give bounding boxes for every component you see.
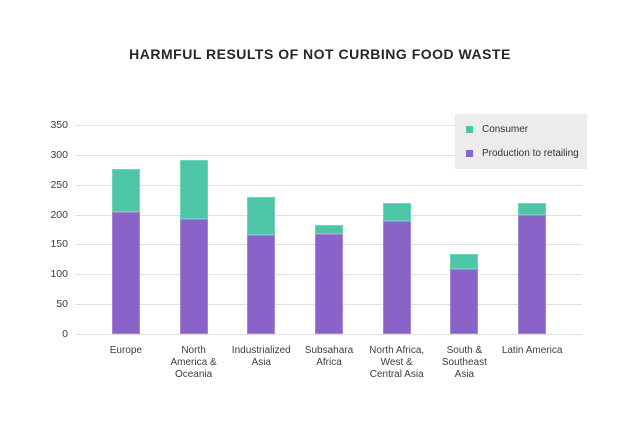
gridline-0	[75, 334, 582, 335]
legend: Consumer Production to retailing	[455, 114, 587, 169]
bar-north-africa-west-central-asia-production-to-retailing-segment	[382, 220, 411, 334]
bar-latin-america-production-to-retailing-segment	[518, 214, 547, 334]
legend-label-production-to-retailing: Production to retailing	[482, 148, 579, 159]
bar-europe-production-to-retailing-segment	[111, 211, 140, 334]
y-tick-label-150: 150	[50, 238, 68, 251]
y-tick-label-200: 200	[50, 208, 68, 221]
y-tick-label-250: 250	[50, 178, 68, 191]
y-tick-label-0: 0	[62, 328, 68, 340]
gridline-200	[75, 214, 582, 216]
y-tick-label-300: 300	[50, 148, 68, 161]
bar-north-america-oceania-production-to-retailing-segment	[179, 219, 208, 334]
bar-industrialized-asia-consumer-segment	[247, 197, 276, 235]
x-axis-label-north-africa-west-central-asia: North Africa, West & Central Asia	[369, 345, 425, 380]
x-axis-label-north-america-oceania: North America & Oceania	[170, 345, 217, 380]
bar-europe-consumer-segment	[111, 168, 140, 212]
legend-item-consumer: Consumer	[466, 124, 576, 135]
gridline-300	[75, 154, 582, 156]
bar-industrialized-asia-production-to-retailing-segment	[247, 234, 276, 334]
gridline-350	[75, 125, 582, 126]
bar-south-southeast-asia-production-to-retailing-segment	[450, 268, 479, 334]
legend-swatch-production-to-retailing	[466, 150, 473, 157]
x-axis-label-industrialized-asia: Industrialized Asia	[231, 345, 291, 368]
bar-south-southeast-asia-consumer-segment	[450, 254, 479, 269]
chart-title: HARMFUL RESULTS OF NOT CURBING FOOD WAST…	[129, 46, 511, 62]
legend-swatch-consumer	[466, 126, 473, 133]
legend-item-production-to-retailing: Production to retailing	[466, 148, 579, 159]
bar-north-america-oceania-consumer-segment	[179, 159, 208, 220]
bar-subsahara-africa-consumer-segment	[314, 225, 343, 235]
bar-north-africa-west-central-asia-consumer-segment	[382, 202, 411, 221]
x-axis-label-subsahara-africa: Subsahara Africa	[304, 345, 354, 368]
y-tick-label-50: 50	[56, 298, 68, 311]
y-tick-label-100: 100	[50, 268, 68, 281]
legend-label-consumer: Consumer	[482, 124, 529, 135]
gridline-250	[75, 184, 582, 186]
x-axis-label-latin-america: Latin America	[501, 345, 563, 356]
x-axis-label-south-southeast-asia: South & Southeast Asia	[441, 345, 487, 380]
plot-area: 0 50 100 150 200 250 300 350 Europe North America…	[50, 119, 582, 380]
y-tick-label-350: 350	[50, 119, 68, 131]
bar-latin-america-consumer-segment	[518, 202, 547, 215]
x-axis-label-europe: Europe	[109, 345, 142, 356]
bar-subsahara-africa-production-to-retailing-segment	[314, 234, 343, 334]
